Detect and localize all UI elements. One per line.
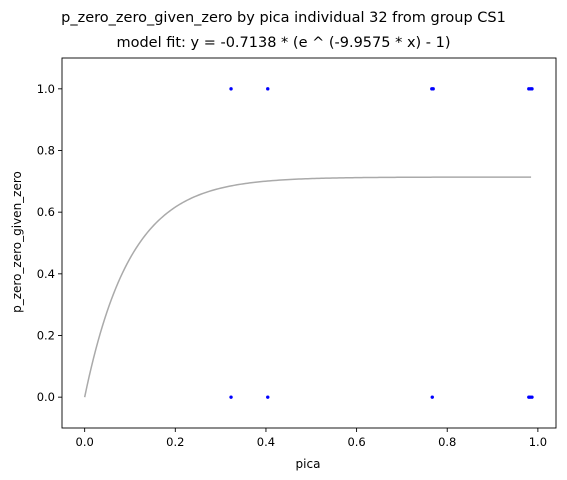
x-tick-label-0: 0.0: [76, 435, 94, 449]
plot-frame: [61, 57, 557, 429]
x-tick-label-5: 1.0: [529, 435, 547, 449]
fit-curve: [83, 176, 532, 398]
chart-subtitle: model fit: y = -0.7138 * (e ^ (-9.9575 *…: [116, 35, 451, 51]
y-tick-label-4: 0.8: [37, 144, 55, 158]
y-tick-label-1: 0.2: [37, 329, 55, 343]
y-tick-label-2: 0.4: [37, 267, 55, 281]
x-tick-label-4: 0.8: [438, 435, 456, 449]
x-axis-label: pica: [296, 457, 321, 471]
plot-layer: 0.0 0.2 0.4 0.6 0.8 1.0 0.0 0.2 0.4 0.6 0.8 1.0: [37, 57, 557, 449]
y-tick-label-0: 0.0: [37, 390, 55, 404]
x-tick-label-2: 0.4: [257, 435, 275, 449]
data-point-12: [530, 395, 534, 399]
y-tick-label-3: 0.6: [37, 205, 55, 219]
x-tick-label-1: 0.2: [166, 435, 184, 449]
chart-title: p_zero_zero_given_zero by pica individua…: [61, 10, 506, 26]
y-tick-label-5: 1.0: [37, 82, 55, 96]
x-tick-label-3: 0.6: [347, 435, 365, 449]
data-point-7: [229, 395, 233, 399]
data-point-0: [229, 87, 233, 91]
data-point-9: [430, 395, 434, 399]
y-axis-label: p_zero_zero_given_zero: [10, 171, 24, 313]
data-point-3: [431, 87, 435, 91]
data-point-6: [530, 87, 534, 91]
data-point-8: [266, 395, 270, 399]
data-point-1: [266, 87, 270, 91]
